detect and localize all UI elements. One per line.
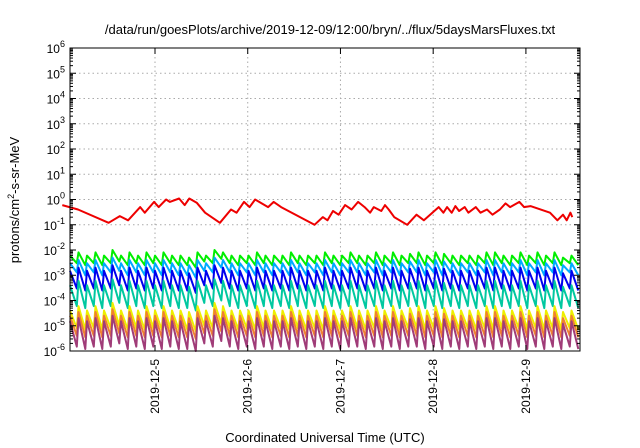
x-axis-label: Coordinated Universal Time (UTC) xyxy=(225,430,424,445)
y-axis-label-prefix: protons/cm xyxy=(7,199,22,263)
series-line-5 xyxy=(69,278,580,312)
y-tick-label: 10-5 xyxy=(44,317,65,334)
chart-title: /data/run/goesPlots/archive/2019-12-09/1… xyxy=(105,22,556,37)
y-tick-label: 105 xyxy=(47,64,65,81)
y-axis-label-suffix: -s-sr-MeV xyxy=(7,136,22,193)
y-tick-label: 101 xyxy=(47,165,65,182)
x-tick-label: 2019-12-8 xyxy=(426,359,440,414)
y-tick-label: 10-1 xyxy=(44,216,65,233)
series-line-2 xyxy=(69,249,580,269)
y-tick-label: 104 xyxy=(47,90,65,107)
y-tick-label: 10-4 xyxy=(44,292,65,309)
x-tick-label: 2019-12-9 xyxy=(519,359,533,414)
x-axis-ticks: 2019-12-5 2019-12-6 2019-12-7 2019-12-8 2019… xyxy=(148,48,533,414)
y-tick-label: 100 xyxy=(47,191,65,208)
y-tick-label: 102 xyxy=(47,140,65,157)
y-tick-label: 10-2 xyxy=(44,241,65,258)
series-line-8 xyxy=(69,314,580,352)
y-axis-label: protons/cm2-s-sr-MeV xyxy=(6,136,22,263)
y-axis-label-sup: 2 xyxy=(6,194,16,199)
y-tick-label: 106 xyxy=(47,39,65,56)
x-tick-label: 2019-12-5 xyxy=(148,359,162,414)
y-axis-ticks: 10-6 10-5 10-4 10-3 10-2 10-1 100 101 102 103 104 1… xyxy=(44,39,580,359)
y-tick-label: 103 xyxy=(47,115,65,132)
series-line-4 xyxy=(69,264,580,294)
y-tick-label: 10-6 xyxy=(44,342,65,359)
y-tick-label: 10-3 xyxy=(44,266,65,283)
x-tick-label: 2019-12-6 xyxy=(241,359,255,414)
series-line-1 xyxy=(62,197,574,226)
x-tick-label: 2019-12-7 xyxy=(333,359,347,414)
data-series xyxy=(62,197,580,352)
